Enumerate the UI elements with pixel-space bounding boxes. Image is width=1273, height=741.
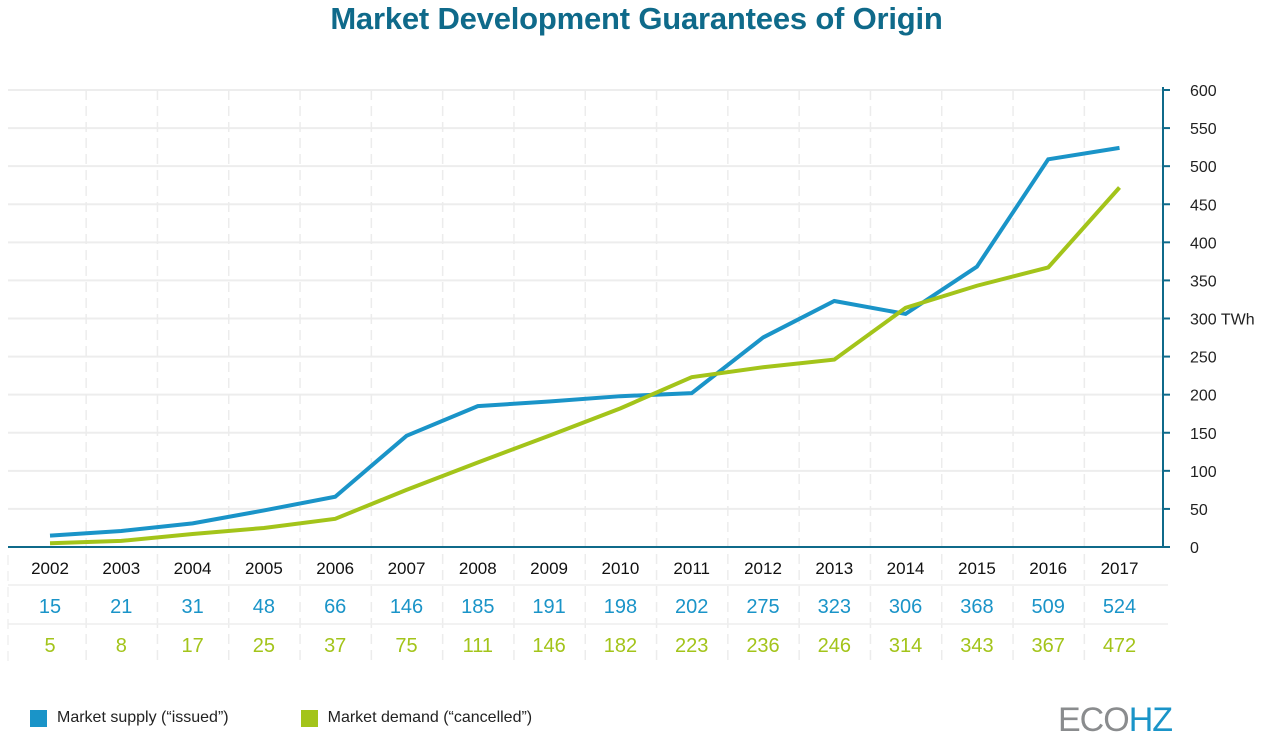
- demand-value: 37: [324, 635, 346, 657]
- y-tick-label: 600: [1190, 83, 1217, 100]
- demand-value: 236: [746, 635, 779, 657]
- demand-value: 5: [44, 635, 55, 657]
- supply-value: 15: [39, 596, 61, 618]
- y-tick-label: 200: [1190, 388, 1217, 405]
- supply-value: 146: [390, 596, 423, 618]
- demand-value: 246: [818, 635, 851, 657]
- year-label: 2016: [1029, 559, 1067, 578]
- year-label: 2010: [601, 559, 639, 578]
- supply-value: 191: [532, 596, 565, 618]
- supply-value: 368: [960, 596, 993, 618]
- year-label: 2009: [530, 559, 568, 578]
- demand-value: 75: [395, 635, 417, 657]
- legend-label-demand: Market demand (“cancelled”): [327, 709, 533, 726]
- y-tick-label: 550: [1190, 121, 1217, 138]
- y-tick-label: 0: [1190, 540, 1199, 557]
- supply-value: 21: [110, 596, 132, 618]
- year-label: 2005: [245, 559, 283, 578]
- year-labels: 2002 2003 2004 2005 2006 2007 2008 2009 2010 2011…: [31, 559, 1138, 578]
- logo-eco: ECO: [1058, 701, 1130, 739]
- y-tick-label: 400: [1190, 235, 1217, 252]
- demand-value: 223: [675, 635, 708, 657]
- year-label: 2002: [31, 559, 69, 578]
- year-label: 2012: [744, 559, 782, 578]
- demand-value: 472: [1103, 635, 1136, 657]
- legend-label-supply: Market supply (“issued”): [57, 709, 229, 726]
- year-label: 2008: [459, 559, 497, 578]
- year-label: 2004: [174, 559, 212, 578]
- demand-value: 25: [253, 635, 275, 657]
- y-tick-label: 500: [1190, 159, 1217, 176]
- y-tick-label: 350: [1190, 273, 1217, 290]
- supply-value: 524: [1103, 596, 1136, 618]
- demand-value: 17: [181, 635, 203, 657]
- supply-value: 31: [181, 596, 203, 618]
- series-lines: [49, 145, 1121, 546]
- legend-item-demand[interactable]: Market demand (“cancelled”): [300, 709, 533, 727]
- supply-value: 48: [253, 596, 275, 618]
- year-label: 2003: [102, 559, 140, 578]
- supply-value: 66: [324, 596, 346, 618]
- supply-value: 198: [604, 596, 637, 618]
- y-tick-label: 250: [1190, 350, 1217, 367]
- demand-value: 8: [116, 635, 127, 657]
- legend-swatch-demand: [300, 709, 318, 727]
- year-label: 2015: [958, 559, 996, 578]
- logo-hz: HZ: [1128, 701, 1173, 739]
- y-tick-label: 50: [1190, 502, 1208, 519]
- legend-item-supply[interactable]: Market supply (“issued”): [30, 709, 229, 727]
- demand-value: 314: [889, 635, 922, 657]
- line-chart: 0 50 100 150 200 250 300 TWh 350 400 450 500 550 600…: [7, 83, 1255, 665]
- y-tick-label: 450: [1190, 197, 1217, 214]
- series-line-demand: [49, 186, 1121, 546]
- series-line-supply: [49, 145, 1120, 538]
- demand-value: 343: [960, 635, 993, 657]
- year-label: 2013: [815, 559, 853, 578]
- supply-values-row: 15 21 31 48 66 146 185 191 198 202 275 323 306 368 509…: [39, 596, 1136, 618]
- chart-title: Market Development Guarantees of Origin: [330, 1, 943, 36]
- supply-value: 509: [1032, 596, 1065, 618]
- supply-value: 202: [675, 596, 708, 618]
- vertical-gridlines: [7, 90, 1086, 665]
- ecohz-logo: ECOHZ: [1058, 700, 1173, 740]
- supply-value: 323: [818, 596, 851, 618]
- year-label: 2017: [1101, 559, 1139, 578]
- legend: Market supply (“issued”) Market demand (…: [30, 707, 604, 729]
- y-tick-label: 100: [1190, 464, 1217, 481]
- year-label: 2006: [316, 559, 354, 578]
- demand-value: 146: [532, 635, 565, 657]
- legend-swatch-supply: [30, 709, 47, 727]
- table-gridlines: [8, 584, 1168, 625]
- year-label: 2011: [673, 559, 710, 578]
- year-label: 2007: [388, 559, 426, 578]
- supply-value: 306: [889, 596, 922, 618]
- supply-value: 185: [461, 596, 494, 618]
- y-axis: [8, 87, 1170, 548]
- y-tick-label: 300 TWh: [1190, 312, 1255, 329]
- y-tick-labels: 0 50 100 150 200 250 300 TWh 350 400 450 500 550 600: [1190, 83, 1255, 557]
- demand-values-row: 5 8 17 25 37 75 111 146 182 223 236 246 314 343 367 472: [44, 635, 1136, 657]
- year-label: 2014: [887, 559, 925, 578]
- demand-value: 111: [463, 635, 493, 657]
- y-tick-label: 150: [1190, 426, 1217, 443]
- supply-value: 275: [746, 596, 779, 618]
- demand-value: 367: [1032, 635, 1065, 657]
- demand-value: 182: [604, 635, 637, 657]
